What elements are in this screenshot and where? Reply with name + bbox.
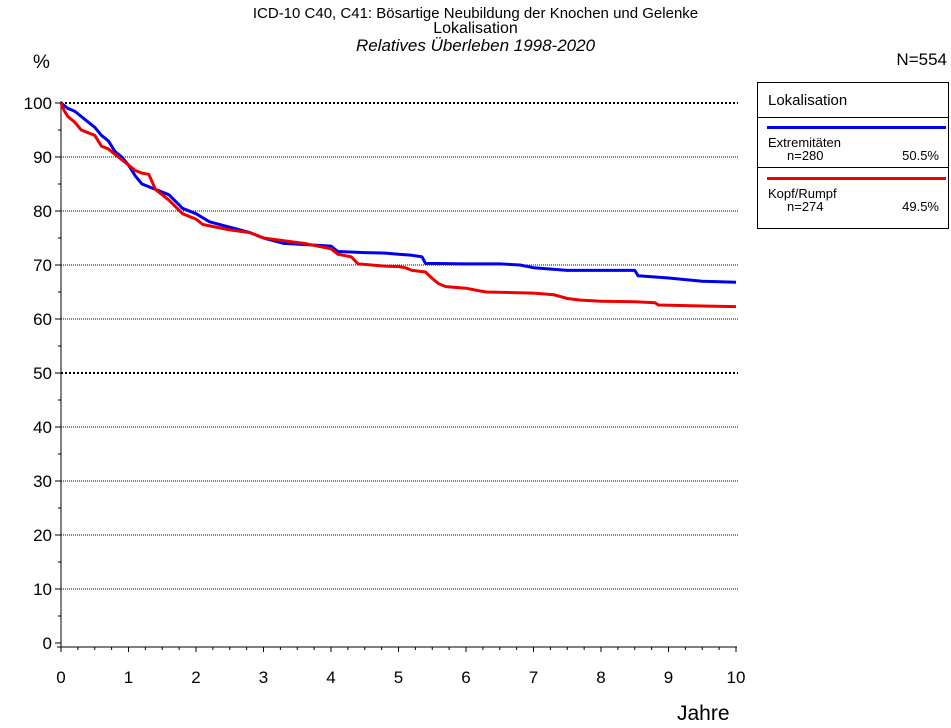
legend-divider [758, 167, 948, 168]
chart-title: ICD-10 C40, C41: Bösartige Neubildung de… [252, 5, 699, 22]
legend-name-extremitaeten: Extremitäten [768, 135, 841, 150]
series-line-extremitaeten [60, 101, 737, 284]
x-tick-label: 5 [394, 668, 403, 687]
x-tick-label: 4 [326, 668, 335, 687]
x-tick-label: 3 [259, 668, 268, 687]
y-tick-label: 100 [24, 94, 52, 113]
y-tick-label: 20 [33, 526, 52, 545]
x-tick-label: 9 [664, 668, 673, 687]
y-tick-label: 70 [33, 256, 52, 275]
x-tick-label: 2 [191, 668, 200, 687]
chart-subtitle-italic: Relatives Überleben 1998-2020 [355, 36, 596, 55]
legend: Lokalisation Extremitäten n=280 50.5% Ko… [757, 82, 949, 229]
x-tick-label: 10 [727, 668, 746, 687]
y-tick-label: 60 [33, 310, 52, 329]
x-tick-label: 7 [529, 668, 538, 687]
x-tick-label: 1 [124, 668, 133, 687]
legend-name-kopf-rumpf: Kopf/Rumpf [768, 186, 837, 201]
legend-percent-extremitaeten: 50.5% [902, 148, 939, 163]
y-tick-label: 0 [43, 634, 52, 653]
y-tick-label: 90 [33, 148, 52, 167]
y-tick-label: 10 [33, 580, 52, 599]
legend-count-kopf-rumpf: n=274 [787, 199, 824, 214]
legend-line-kopf-rumpf [767, 177, 946, 180]
legend-percent-kopf-rumpf: 49.5% [902, 199, 939, 214]
y-tick-label: 40 [33, 418, 52, 437]
chart-subtitle: Lokalisation [433, 20, 518, 37]
x-tick-label: 8 [596, 668, 605, 687]
y-tick-label: 30 [33, 472, 52, 491]
x-tick-label: 6 [461, 668, 470, 687]
legend-line-extremitaeten [767, 126, 946, 129]
total-count-label: N=554 [896, 50, 947, 69]
y-tick-label: 50 [33, 364, 52, 383]
legend-title: Lokalisation [768, 92, 848, 109]
x-tick-label: 0 [56, 668, 65, 687]
y-tick-label: 80 [33, 202, 52, 221]
y-axis-label: % [33, 52, 50, 73]
series-line-kopf-rumpf [59, 102, 737, 309]
legend-divider [758, 117, 948, 118]
x-axis-label: Jahre [677, 702, 730, 725]
legend-count-extremitaeten: n=280 [787, 148, 824, 163]
